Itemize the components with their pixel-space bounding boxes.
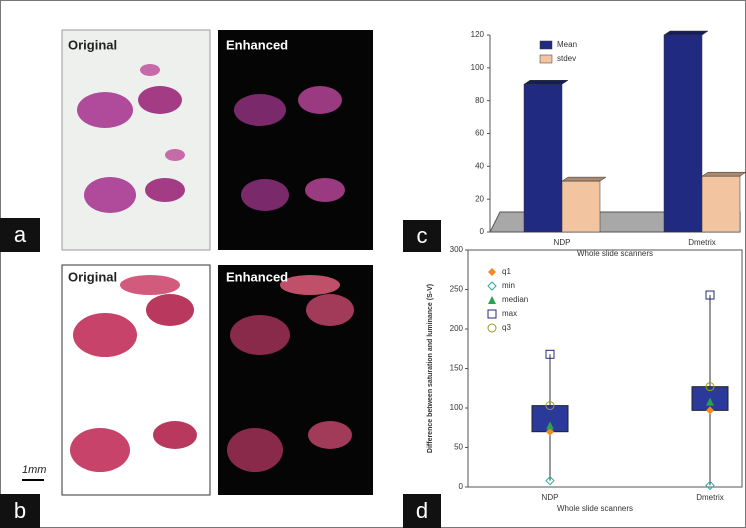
marker [545,401,555,411]
y-tick-label: 100 [471,63,485,72]
panel-label: b [14,498,26,523]
panel-label-box [403,494,441,528]
panel-label-box [403,220,441,252]
bar-top [663,30,709,36]
legend-label: q3 [502,323,511,332]
marker [705,480,715,491]
x-tick-label: NDP [554,238,571,247]
marker [705,290,715,300]
scale-bar-label: 1mm [22,464,46,476]
y-tick-label: 300 [450,245,464,254]
marker [706,406,714,415]
y-tick-label: 0 [480,227,485,236]
y-tick-label: 150 [450,364,464,373]
marker [706,397,714,406]
y-tick-label: 0 [459,482,464,491]
x-axis-label: Whole slide scanners [577,249,653,258]
y-tick-label: 20 [475,194,484,203]
x-tick-label: NDP [542,493,559,502]
marker [487,323,497,333]
bar [663,34,703,233]
x-tick-label: Dmetrix [696,493,724,502]
bar-top [561,176,607,182]
marker [487,309,497,319]
marker [546,421,554,430]
y-tick-label: 200 [450,324,464,333]
image-enhanced-a [218,30,373,250]
x-tick-label: Dmetrix [688,238,716,247]
marker [705,382,715,392]
legend-swatch [539,54,553,64]
bar [561,180,601,233]
marker [546,427,554,436]
panel-label: c [417,223,428,248]
panel-label-box [0,494,40,528]
legend-label: Mean [557,40,577,49]
panel-label: d [416,498,428,523]
bar [701,175,741,233]
image-original-a [61,29,211,251]
marker [487,281,497,291]
image-title: Original [68,37,117,52]
y-tick-label: 80 [475,96,484,105]
legend-swatch [539,40,553,50]
legend-label: stdev [557,54,576,63]
legend-label: max [502,309,517,318]
legend-label: q1 [502,267,511,276]
bar [523,84,563,233]
y-tick-label: 50 [454,443,463,452]
x-axis-label: Whole slide scanners [557,504,633,513]
marker [545,349,555,359]
bar-top [523,80,569,85]
image-title: Original [68,269,117,284]
bar-top [701,171,746,177]
y-axis-label: Difference between saturation and lumina… [427,284,434,453]
y-tick-label: 60 [475,129,484,138]
image-title: Enhanced [226,269,288,284]
image-original-b [61,264,211,496]
marker [545,475,555,486]
y-tick-label: 250 [450,285,464,294]
image-title: Enhanced [226,37,288,52]
image-enhanced-b [218,265,373,495]
y-tick-label: 40 [475,161,484,170]
panel-label: a [14,222,27,247]
panel-label-box [0,218,40,252]
legend-label: min [502,281,515,290]
marker [488,268,496,276]
y-tick-label: 100 [450,403,464,412]
y-tick-label: 120 [471,30,485,39]
marker [488,296,496,304]
legend-label: median [502,295,528,304]
